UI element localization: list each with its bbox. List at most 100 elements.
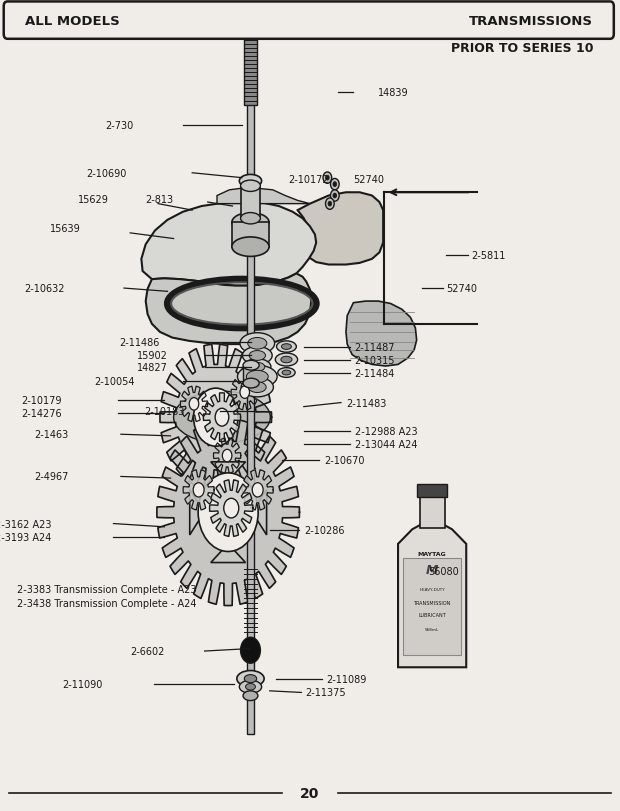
Text: MAYTAG: MAYTAG	[418, 551, 446, 556]
Text: 15639: 15639	[50, 224, 81, 234]
Circle shape	[198, 474, 258, 551]
Circle shape	[323, 173, 332, 184]
Text: PRIOR TO SERIES 10: PRIOR TO SERIES 10	[451, 42, 594, 55]
Text: 2-813: 2-813	[146, 195, 174, 204]
Text: 2-13044 A24: 2-13044 A24	[355, 440, 417, 449]
Bar	[232, 223, 269, 247]
Ellipse shape	[232, 213, 269, 233]
PathPatch shape	[346, 302, 417, 367]
Text: 14839: 14839	[378, 88, 409, 97]
Circle shape	[330, 179, 339, 191]
Polygon shape	[203, 393, 241, 442]
Bar	[417, 484, 447, 497]
Text: 56080: 56080	[428, 566, 459, 576]
Text: 568mL: 568mL	[425, 628, 439, 631]
Circle shape	[193, 388, 238, 447]
Ellipse shape	[250, 363, 265, 371]
Text: 2-730: 2-730	[105, 121, 133, 131]
Text: 2-11089: 2-11089	[326, 674, 366, 684]
Text: 52740: 52740	[446, 284, 477, 294]
Ellipse shape	[249, 382, 266, 393]
Ellipse shape	[232, 238, 269, 257]
Circle shape	[326, 199, 334, 210]
Ellipse shape	[239, 175, 262, 188]
Circle shape	[241, 637, 260, 663]
Ellipse shape	[241, 213, 260, 225]
Text: 2-1463: 2-1463	[34, 430, 68, 440]
Circle shape	[328, 202, 332, 207]
Circle shape	[252, 483, 263, 497]
Text: TRANSMISSION: TRANSMISSION	[414, 600, 451, 605]
Text: 2-10632: 2-10632	[25, 284, 65, 294]
Text: 2-6602: 2-6602	[130, 646, 164, 656]
Circle shape	[225, 500, 237, 517]
Text: 2-10315: 2-10315	[355, 355, 395, 365]
Ellipse shape	[174, 392, 270, 444]
Bar	[243, 366, 259, 384]
Polygon shape	[242, 470, 273, 510]
Text: 2-4967: 2-4967	[34, 472, 68, 482]
Polygon shape	[160, 345, 272, 491]
Bar	[244, 16, 257, 105]
Ellipse shape	[237, 671, 264, 687]
Ellipse shape	[241, 378, 273, 397]
PathPatch shape	[146, 274, 311, 345]
Circle shape	[330, 191, 339, 202]
Text: 2-10172: 2-10172	[288, 175, 329, 185]
Text: 2-11090: 2-11090	[62, 679, 102, 689]
Polygon shape	[183, 470, 214, 510]
Text: LUBRICANT: LUBRICANT	[418, 612, 446, 617]
Text: 2-3162 A23: 2-3162 A23	[0, 519, 51, 529]
Ellipse shape	[246, 684, 255, 690]
Text: 2-10690: 2-10690	[87, 169, 127, 178]
Ellipse shape	[244, 675, 257, 683]
PathPatch shape	[217, 188, 310, 204]
Polygon shape	[180, 387, 208, 422]
Text: 2-11486: 2-11486	[120, 337, 160, 347]
Circle shape	[240, 386, 249, 399]
Text: 2-11487: 2-11487	[355, 342, 395, 352]
Circle shape	[224, 499, 239, 518]
PathPatch shape	[398, 526, 466, 667]
Text: 2-10286: 2-10286	[304, 526, 344, 535]
Text: TRANSMISSIONS: TRANSMISSIONS	[469, 15, 593, 28]
Ellipse shape	[277, 341, 296, 353]
Ellipse shape	[246, 371, 268, 384]
Text: 2-11484: 2-11484	[355, 368, 395, 378]
Text: 2-10179: 2-10179	[22, 396, 62, 406]
Circle shape	[223, 450, 232, 462]
Ellipse shape	[275, 354, 298, 367]
FancyBboxPatch shape	[4, 2, 614, 40]
Bar	[403, 559, 461, 655]
Ellipse shape	[243, 379, 259, 388]
Text: 2-5811: 2-5811	[471, 251, 505, 260]
Circle shape	[215, 409, 229, 427]
Text: 20: 20	[300, 786, 320, 800]
Text: 15629: 15629	[78, 195, 108, 204]
Text: 15902: 15902	[137, 350, 168, 360]
Ellipse shape	[282, 371, 291, 375]
Bar	[420, 497, 445, 528]
Text: 2-14276: 2-14276	[21, 409, 62, 418]
Circle shape	[189, 398, 199, 410]
Text: HEAVY-DUTY: HEAVY-DUTY	[419, 587, 445, 590]
Polygon shape	[157, 419, 299, 606]
Text: 2-3193 A24: 2-3193 A24	[0, 532, 51, 542]
Circle shape	[333, 194, 337, 199]
Text: 2-10670: 2-10670	[324, 456, 365, 466]
Ellipse shape	[237, 366, 277, 388]
Text: 2-3383 Transmission Complete - A23: 2-3383 Transmission Complete - A23	[17, 584, 197, 594]
Ellipse shape	[281, 345, 291, 350]
Ellipse shape	[244, 359, 271, 375]
Polygon shape	[231, 375, 259, 410]
PathPatch shape	[298, 193, 383, 265]
Ellipse shape	[242, 347, 272, 365]
Text: 2-3438 Transmission Complete - A24: 2-3438 Transmission Complete - A24	[17, 599, 197, 608]
Text: 52740: 52740	[353, 175, 384, 185]
Circle shape	[333, 182, 337, 187]
Ellipse shape	[241, 181, 260, 192]
Text: ALL MODELS: ALL MODELS	[25, 15, 120, 28]
Text: 2-11375: 2-11375	[305, 688, 346, 697]
Text: M: M	[426, 564, 438, 577]
Ellipse shape	[243, 361, 259, 371]
